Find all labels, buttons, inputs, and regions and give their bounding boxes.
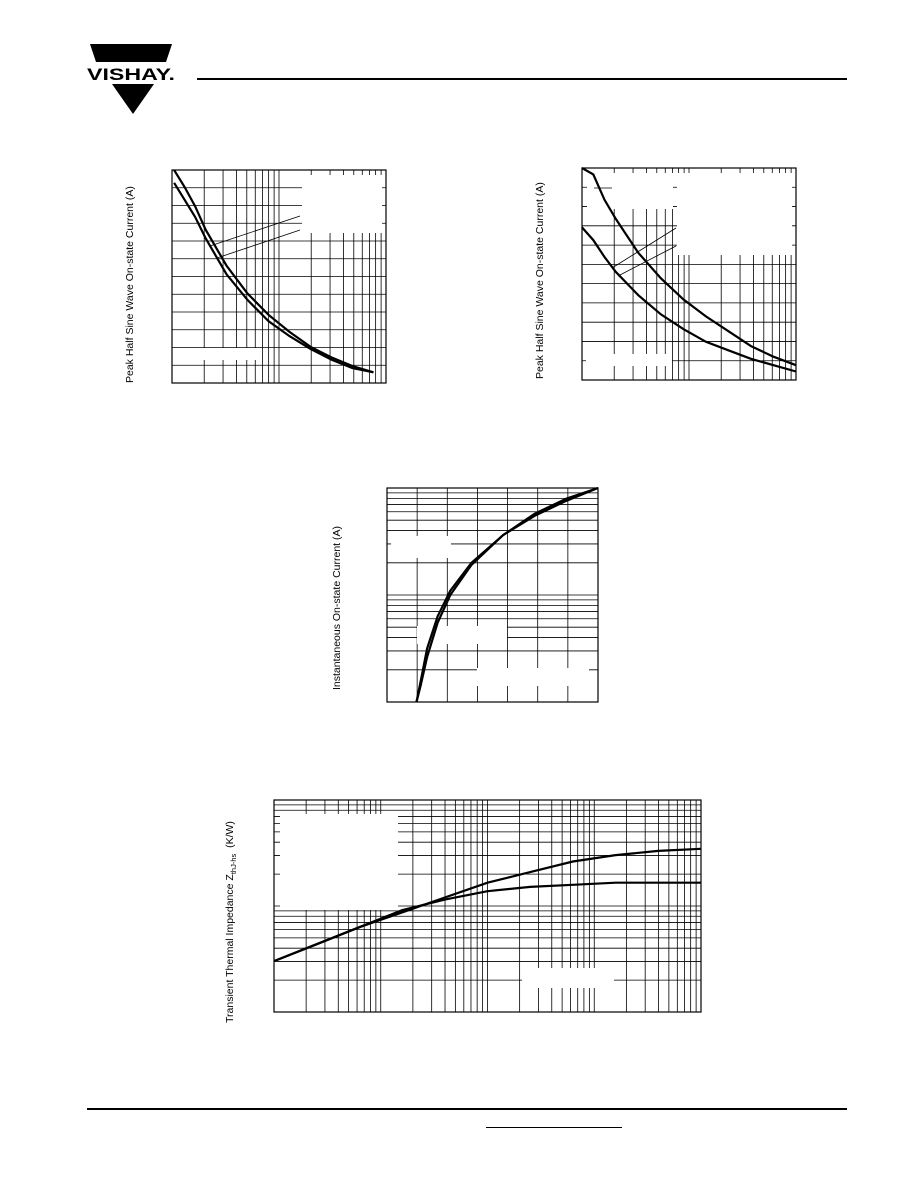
fig4-ylabel: Transient Thermal Impedance ZthJ-hs (K/W… [224,821,238,1023]
fig2-series-1-line [581,226,797,373]
fig3-frame [386,487,599,703]
fig4-series [273,847,702,963]
fig2-callout-line-2 [617,245,677,277]
fig4-ylabel-unit: (K/W) [224,821,236,848]
fig1-chart [171,169,387,384]
fig2-chart [581,167,797,381]
header-rule [197,78,847,80]
fig3-legend-area [391,536,451,558]
fig1-callout-line-1 [209,215,301,247]
fig3-series-1-line [415,486,599,703]
fig2-legend-area [677,173,792,255]
fig1-legend-area [176,348,262,360]
fig4-chart [273,799,702,1013]
footer-rule [87,1108,847,1110]
fig2-grid [581,167,797,381]
fig2-legend-area [586,354,672,366]
fig4-series-2-line [273,881,701,963]
vishay-logo: VISHAY. [87,44,175,114]
fig1-grid [171,169,387,384]
fig2-callout-line-1 [611,227,677,269]
fig3-series [415,486,599,703]
fig2-series [581,167,797,373]
fig3-legend-area [417,626,507,644]
fig4-frame [273,799,702,1013]
fig1-series-2-line [173,169,374,374]
footer-link-underline [486,1127,622,1128]
fig1-series [173,169,374,374]
fig3-legend-area [477,668,589,686]
fig3-series-2-line [415,486,599,703]
fig3-grid [386,487,599,703]
fig1-legend-area [302,175,382,233]
fig4-grid [273,799,702,1013]
fig1-frame [171,169,387,384]
fig2-series-2-line [581,167,797,367]
fig2-ylabel: Peak Half Sine Wave On-state Current (A) [534,182,546,379]
logo-wordmark: VISHAY. [87,65,175,84]
fig4-legend-area [280,814,398,910]
fig1-ylabel: Peak Half Sine Wave On-state Current (A) [124,186,136,383]
fig4-ylabel-sub: thJ-hs [229,853,239,875]
fig2-frame [581,167,797,381]
fig1-series-1-line [173,182,374,374]
fig4-legend-area [522,968,614,988]
fig3-ylabel: Instantaneous On-state Current (A) [331,526,343,690]
fig4-ylabel-main: Transient Thermal Impedance Z [224,874,236,1023]
fig1-callout-line-2 [216,229,301,259]
fig3-chart [386,486,599,703]
